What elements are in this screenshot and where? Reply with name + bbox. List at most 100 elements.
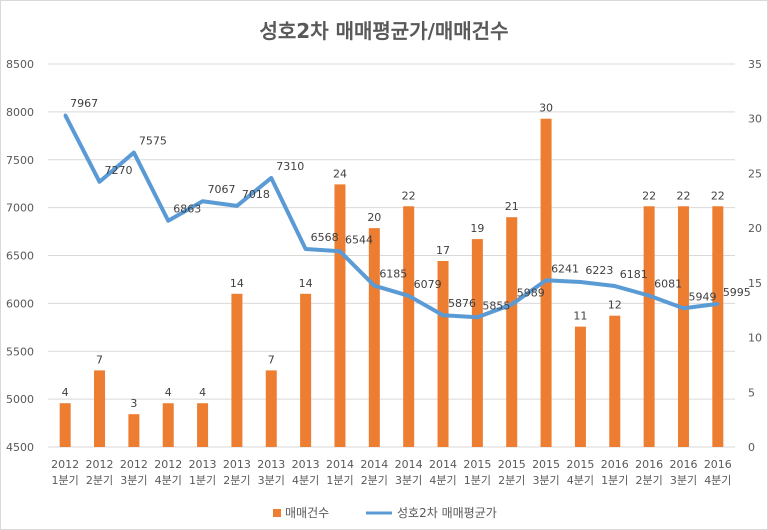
line-value-label: 6223 <box>585 264 613 277</box>
line-point <box>510 302 514 306</box>
x-tick-year: 2015 <box>498 458 526 471</box>
x-tick-year: 2012 <box>120 458 148 471</box>
bar <box>609 315 621 447</box>
left-tick-label: 8500 <box>6 58 34 71</box>
bar <box>712 206 724 447</box>
left-tick-label: 6500 <box>6 250 34 263</box>
x-tick-year: 2013 <box>257 458 285 471</box>
left-tick-label: 5500 <box>6 345 34 358</box>
line-point <box>132 151 136 155</box>
x-tick-quarter: 1분기 <box>52 474 79 487</box>
line-value-label: 7270 <box>105 164 133 177</box>
x-tick-year: 2016 <box>704 458 732 471</box>
line-value-label: 5995 <box>723 286 751 299</box>
line-point <box>166 219 170 223</box>
x-tick-quarter: 1분기 <box>326 474 353 487</box>
line-value-label: 6568 <box>311 231 339 244</box>
bar <box>677 206 689 447</box>
bar-value-label: 22 <box>711 189 725 202</box>
line-value-label: 7018 <box>242 188 270 201</box>
line-value-label: 7310 <box>276 160 304 173</box>
x-tick-year: 2013 <box>223 458 251 471</box>
line-path <box>63 114 719 320</box>
line-point <box>63 113 67 117</box>
x-tick-year: 2014 <box>395 458 423 471</box>
x-tick-quarter: 4분기 <box>429 474 456 487</box>
bar <box>197 403 209 447</box>
line-value-label: 5855 <box>482 299 510 312</box>
line-point <box>98 180 102 184</box>
right-tick-label: 20 <box>748 222 762 235</box>
x-tick-quarter: 1분기 <box>601 474 628 487</box>
line-point <box>235 204 239 208</box>
left-tick-label: 8000 <box>6 106 34 119</box>
right-tick-label: 10 <box>748 332 762 345</box>
line-point <box>201 199 205 203</box>
bar <box>506 217 518 447</box>
x-tick-quarter: 2분기 <box>361 474 388 487</box>
bar-value-label: 22 <box>402 189 416 202</box>
x-tick-year: 2016 <box>669 458 697 471</box>
bar <box>59 403 71 447</box>
left-axis: 4500 5000 5500 6000 6500 7000 7500 8000 8500 <box>6 58 34 454</box>
line-data-labels: 7967 7270 7575 6863 7067 7018 7310 6568 6544 6185… <box>70 97 751 312</box>
x-tick-year: 2013 <box>292 458 320 471</box>
line-value-label: 6181 <box>620 268 648 281</box>
line-point <box>407 294 411 298</box>
x-tick-quarter: 4분기 <box>155 474 182 487</box>
x-tick-year: 2012 <box>86 458 114 471</box>
x-tick-quarter: 4분기 <box>567 474 594 487</box>
right-tick-label: 15 <box>748 277 762 290</box>
bar-value-label: 30 <box>539 102 553 115</box>
bar <box>643 206 655 447</box>
right-axis: 0 5 10 15 20 25 30 35 <box>748 58 762 454</box>
line-point <box>613 284 617 288</box>
left-tick-label: 6000 <box>6 297 34 310</box>
bar-value-label: 17 <box>436 244 450 257</box>
bar-value-label: 20 <box>367 211 381 224</box>
line-point <box>372 284 376 288</box>
bar-value-label: 24 <box>333 167 347 180</box>
bar <box>265 370 277 447</box>
legend-bar-label: 매매건수 <box>285 506 329 520</box>
bar-value-label: 14 <box>230 277 244 290</box>
legend-line-label: 성호2차 매매평균가 <box>397 506 497 520</box>
x-tick-quarter: 3분기 <box>395 474 422 487</box>
line-value-label: 6079 <box>414 278 442 291</box>
x-tick-quarter: 2분기 <box>498 474 525 487</box>
x-tick-quarter: 4분기 <box>704 474 731 487</box>
bar <box>471 239 483 447</box>
x-tick-quarter: 2분기 <box>86 474 113 487</box>
line-point <box>475 315 479 319</box>
bar <box>540 118 552 447</box>
bar-value-label: 4 <box>62 386 69 399</box>
bar <box>128 414 140 447</box>
line-point <box>441 313 445 317</box>
line-value-label: 7967 <box>70 97 98 110</box>
bar-value-label: 3 <box>130 397 137 410</box>
bar-value-label: 19 <box>470 222 484 235</box>
x-tick-quarter: 3분기 <box>670 474 697 487</box>
right-tick-label: 0 <box>748 441 755 454</box>
x-tick-year: 2016 <box>601 458 629 471</box>
bar-value-label: 4 <box>165 386 172 399</box>
line-value-label: 6241 <box>551 262 579 275</box>
right-tick-label: 25 <box>748 167 762 180</box>
bar-value-label: 22 <box>676 189 690 202</box>
bar-value-label: 12 <box>608 299 622 312</box>
x-tick-quarter: 2분기 <box>636 474 663 487</box>
right-tick-label: 5 <box>748 386 755 399</box>
line-value-label: 6081 <box>654 278 682 291</box>
line-point <box>304 247 308 251</box>
x-tick-year: 2014 <box>429 458 457 471</box>
line-point <box>716 302 720 306</box>
x-tick-year: 2015 <box>463 458 491 471</box>
x-tick-year: 2013 <box>189 458 217 471</box>
x-tick-year: 2015 <box>532 458 560 471</box>
line-value-label: 5949 <box>688 290 716 303</box>
x-tick-quarter: 1분기 <box>189 474 216 487</box>
bar <box>162 403 174 447</box>
x-tick-quarter: 2분기 <box>223 474 250 487</box>
bar-series <box>59 118 724 447</box>
